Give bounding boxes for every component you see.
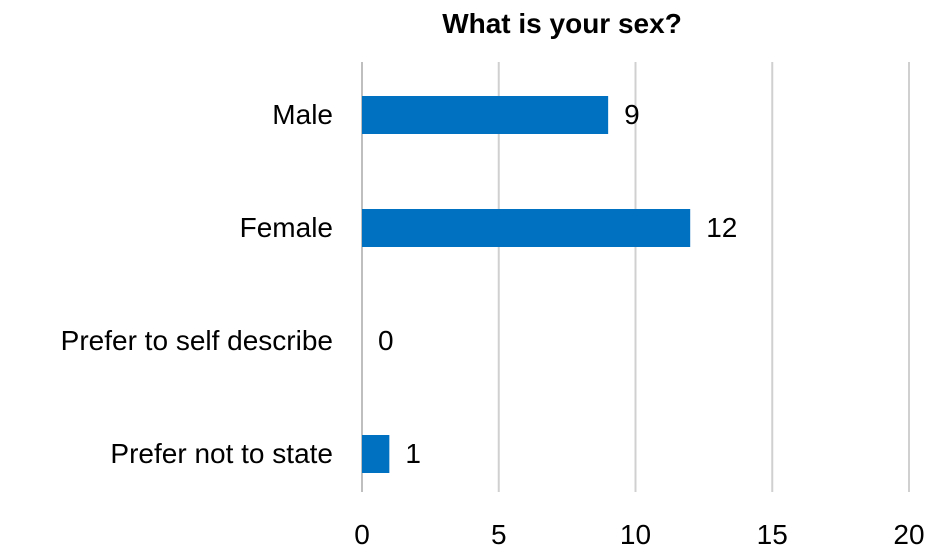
bars: [362, 96, 691, 473]
data-label: 9: [624, 99, 640, 130]
data-label: 0: [378, 325, 394, 356]
category-label: Prefer to self describe: [61, 325, 333, 356]
category-labels: Male Female Prefer to self describe Prefer …: [61, 99, 333, 469]
data-label: 12: [706, 212, 737, 243]
x-tick-label: 10: [620, 519, 651, 548]
category-label: Prefer not to state: [110, 438, 333, 469]
x-tick-label: 20: [893, 519, 924, 548]
data-labels: 9 12 0 1: [378, 99, 737, 469]
x-tick-label: 0: [354, 519, 370, 548]
bar: [362, 435, 390, 473]
bar: [362, 209, 691, 247]
category-label: Male: [272, 99, 333, 130]
x-tick-label: 15: [757, 519, 788, 548]
data-label: 1: [405, 438, 421, 469]
x-tick-label: 5: [491, 519, 507, 548]
x-axis-tick-labels: 0 5 10 15 20: [354, 519, 924, 548]
category-label: Female: [240, 212, 333, 243]
chart-title: What is your sex?: [442, 8, 682, 39]
bar: [362, 96, 609, 134]
